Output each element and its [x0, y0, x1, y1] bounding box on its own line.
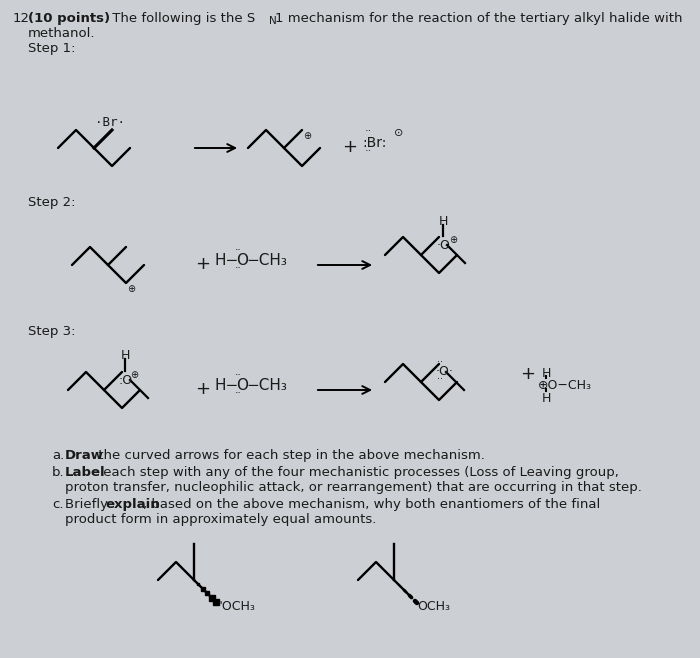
Text: :O: :O — [118, 374, 132, 387]
Text: H−: H− — [215, 253, 239, 268]
Text: ⊙: ⊙ — [394, 128, 403, 138]
Text: ⊕: ⊕ — [130, 370, 138, 380]
Text: OCH₃: OCH₃ — [417, 600, 450, 613]
Text: product form in approximately equal amounts.: product form in approximately equal amou… — [65, 513, 377, 526]
Text: ··: ·· — [235, 263, 241, 273]
Text: ·Br·: ·Br· — [95, 116, 125, 129]
Text: ·O: ·O — [437, 239, 451, 252]
Text: the curved arrows for each step in the above mechanism.: the curved arrows for each step in the a… — [94, 449, 485, 462]
Text: N: N — [269, 16, 276, 26]
Text: ·O·: ·O· — [436, 365, 454, 378]
Text: ⊕: ⊕ — [303, 131, 311, 141]
Text: c.: c. — [52, 498, 64, 511]
Text: , based on the above mechanism, why both enantiomers of the final: , based on the above mechanism, why both… — [143, 498, 601, 511]
Text: Briefly: Briefly — [65, 498, 112, 511]
Text: each step with any of the four mechanistic processes (Loss of Leaving group,: each step with any of the four mechanist… — [99, 466, 619, 479]
Text: ··: ·· — [235, 370, 241, 380]
Text: +: + — [195, 380, 210, 398]
Text: H: H — [542, 392, 552, 405]
Text: Step 3:: Step 3: — [28, 325, 76, 338]
Text: ··: ·· — [437, 357, 443, 367]
Text: "OCH₃: "OCH₃ — [217, 600, 256, 613]
Text: H: H — [121, 349, 130, 362]
Text: −CH₃: −CH₃ — [246, 253, 287, 268]
Text: H: H — [439, 215, 449, 228]
Text: ··: ·· — [365, 146, 372, 156]
Text: ⊕: ⊕ — [449, 235, 457, 245]
Text: −CH₃: −CH₃ — [246, 378, 287, 393]
Text: ⊕: ⊕ — [127, 284, 135, 294]
Text: Label: Label — [65, 466, 106, 479]
Text: Step 1:: Step 1: — [28, 42, 76, 55]
Text: +: + — [520, 365, 535, 383]
Text: The following is the S: The following is the S — [108, 12, 256, 25]
Text: O: O — [236, 253, 248, 268]
Text: explain: explain — [105, 498, 160, 511]
Text: +: + — [195, 255, 210, 273]
Text: (10 points): (10 points) — [28, 12, 110, 25]
Text: ··: ·· — [235, 245, 241, 255]
Text: methanol.: methanol. — [28, 27, 95, 40]
Text: proton transfer, nucleophilic attack, or rearrangement) that are occurring in th: proton transfer, nucleophilic attack, or… — [65, 481, 642, 494]
Text: 12: 12 — [13, 12, 30, 25]
Text: 1 mechanism for the reaction of the tertiary alkyl halide with: 1 mechanism for the reaction of the tert… — [275, 12, 682, 25]
Text: b.: b. — [52, 466, 64, 479]
Text: ··: ·· — [437, 374, 443, 384]
Text: :Br:: :Br: — [362, 136, 386, 150]
Text: +: + — [342, 138, 357, 156]
Text: a.: a. — [52, 449, 64, 462]
Text: H: H — [542, 367, 552, 380]
Text: ··: ·· — [365, 126, 372, 136]
Text: O: O — [236, 378, 248, 393]
Text: Draw: Draw — [65, 449, 104, 462]
Text: ⊕O−CH₃: ⊕O−CH₃ — [538, 379, 592, 392]
Text: Step 2:: Step 2: — [28, 196, 76, 209]
Text: ··: ·· — [235, 388, 241, 398]
Text: H−: H− — [215, 378, 239, 393]
